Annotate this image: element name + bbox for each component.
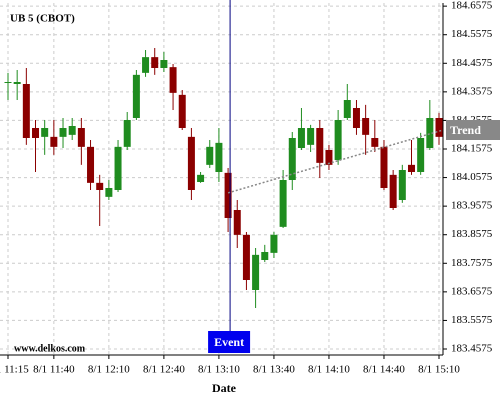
y-tick-label: 184.6575 bbox=[451, 0, 493, 12]
y-tick-label: 183.8575 bbox=[451, 228, 493, 240]
trend-line bbox=[227, 129, 444, 194]
grid: 184.6575184.5575184.4575184.3575184.2575… bbox=[0, 0, 493, 376]
candle-body bbox=[4, 82, 12, 83]
candle-body bbox=[307, 128, 315, 145]
candle-body bbox=[87, 146, 95, 183]
candle-body bbox=[261, 252, 269, 260]
y-tick-label: 184.3575 bbox=[451, 85, 493, 97]
trend-label: Trend bbox=[450, 123, 481, 137]
candle-body bbox=[151, 57, 159, 68]
candle-body bbox=[105, 188, 113, 197]
candle-body bbox=[389, 174, 397, 208]
candle-body bbox=[233, 210, 241, 235]
candle-body bbox=[187, 136, 195, 190]
marks bbox=[4, 48, 443, 308]
candle-body bbox=[407, 164, 415, 172]
event-box bbox=[208, 331, 251, 353]
x-tick-label: 8/1 11:15 bbox=[0, 364, 29, 376]
x-tick-label: 8/1 15:10 bbox=[418, 364, 460, 376]
x-tick-label: 8/1 14:10 bbox=[308, 364, 350, 376]
candle-body bbox=[68, 126, 76, 135]
candle-body bbox=[50, 136, 58, 147]
candle-body bbox=[41, 128, 49, 137]
candle-body bbox=[169, 67, 177, 93]
candle-body bbox=[316, 128, 324, 163]
candle-body bbox=[252, 254, 260, 290]
candle-body bbox=[206, 146, 214, 165]
overlay: Event Trend bbox=[208, 0, 500, 353]
candle-body bbox=[279, 180, 287, 227]
candle-body bbox=[178, 94, 186, 128]
x-tick-label: 8/1 14:40 bbox=[363, 364, 405, 376]
candle-body bbox=[197, 174, 205, 182]
candle-body bbox=[160, 60, 168, 68]
candle-body bbox=[435, 118, 443, 137]
candle-body bbox=[398, 170, 406, 200]
candle-body bbox=[96, 182, 104, 190]
candle-body bbox=[352, 108, 360, 128]
y-tick-label: 184.0575 bbox=[451, 171, 493, 183]
candle-body bbox=[417, 138, 425, 172]
x-tick-label: 8/1 13:40 bbox=[253, 364, 295, 376]
candle-body bbox=[288, 138, 296, 180]
candle-body bbox=[325, 150, 333, 165]
x-tick-label: 8/1 11:40 bbox=[33, 364, 75, 376]
candle-body bbox=[242, 234, 250, 280]
x-tick-label: 8/1 13:10 bbox=[198, 364, 240, 376]
candle-body bbox=[59, 128, 67, 137]
trend-box bbox=[446, 120, 500, 140]
candle-body bbox=[362, 118, 370, 135]
event-label: Event bbox=[214, 335, 244, 349]
y-tick-label: 184.5575 bbox=[451, 28, 493, 40]
chart-title: UB 5 (CBOT) bbox=[10, 13, 75, 25]
y-tick-label: 184.1575 bbox=[451, 143, 493, 155]
x-tick-label: 8/1 12:10 bbox=[88, 364, 130, 376]
candle-body bbox=[343, 100, 351, 118]
candle-body bbox=[334, 120, 342, 160]
candle-body bbox=[77, 128, 85, 147]
candle-body bbox=[142, 57, 150, 73]
x-tick-label: 8/1 12:40 bbox=[143, 364, 185, 376]
candle-body bbox=[32, 128, 40, 138]
y-tick-label: 183.6575 bbox=[451, 285, 493, 297]
candle-body bbox=[215, 142, 223, 172]
candle-body bbox=[224, 172, 232, 218]
y-tick-label: 183.4575 bbox=[451, 343, 493, 355]
candle-body bbox=[380, 146, 388, 188]
candle-body bbox=[270, 234, 278, 253]
y-tick-label: 183.5575 bbox=[451, 314, 493, 326]
candle-body bbox=[132, 74, 140, 118]
candle-body bbox=[426, 118, 434, 148]
candle-body bbox=[114, 146, 122, 190]
candle-body bbox=[371, 138, 379, 147]
candle-body bbox=[13, 82, 21, 84]
y-tick-label: 183.9575 bbox=[451, 200, 493, 212]
watermark: www.delkos.com bbox=[14, 343, 86, 354]
y-tick-label: 184.4575 bbox=[451, 57, 493, 69]
x-axis-title: Date bbox=[212, 381, 237, 395]
candle-body bbox=[123, 120, 131, 147]
y-tick-label: 183.7575 bbox=[451, 257, 493, 269]
candle-body bbox=[297, 128, 305, 148]
candle-body bbox=[22, 84, 30, 138]
